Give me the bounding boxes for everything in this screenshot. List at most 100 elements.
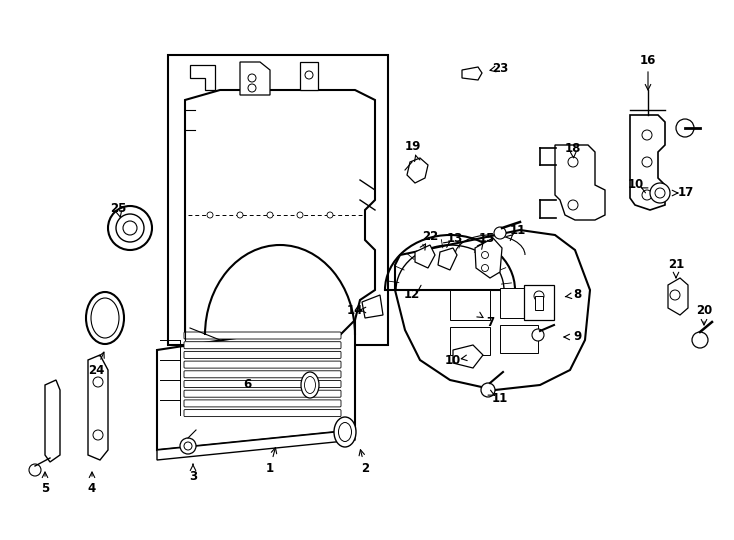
- Circle shape: [642, 190, 652, 200]
- Circle shape: [655, 188, 665, 198]
- Polygon shape: [453, 345, 483, 368]
- Bar: [524, 285, 554, 320]
- Text: 3: 3: [189, 469, 197, 483]
- Polygon shape: [240, 62, 270, 95]
- Polygon shape: [88, 355, 108, 460]
- Circle shape: [482, 252, 489, 259]
- Polygon shape: [190, 65, 215, 90]
- Circle shape: [123, 221, 137, 235]
- Ellipse shape: [334, 417, 356, 447]
- Circle shape: [642, 130, 652, 140]
- FancyBboxPatch shape: [184, 381, 341, 388]
- Polygon shape: [415, 245, 435, 268]
- Text: 19: 19: [405, 140, 421, 153]
- Text: 22: 22: [422, 231, 438, 244]
- Text: 10: 10: [445, 354, 461, 367]
- Circle shape: [207, 212, 213, 218]
- Circle shape: [184, 442, 192, 450]
- Circle shape: [29, 464, 41, 476]
- Circle shape: [642, 157, 652, 167]
- Text: 7: 7: [486, 315, 494, 328]
- Ellipse shape: [91, 298, 119, 338]
- Circle shape: [93, 430, 103, 440]
- Text: 17: 17: [678, 186, 694, 199]
- Text: 20: 20: [696, 303, 712, 316]
- Circle shape: [534, 291, 544, 301]
- Polygon shape: [362, 295, 383, 318]
- Text: 18: 18: [564, 141, 581, 154]
- Bar: [450, 290, 490, 320]
- Circle shape: [494, 227, 506, 239]
- Text: 21: 21: [668, 259, 684, 272]
- Text: 14: 14: [346, 303, 363, 316]
- Circle shape: [93, 377, 103, 387]
- Bar: [168, 55, 388, 345]
- Bar: [500, 288, 538, 318]
- Text: 1: 1: [266, 462, 274, 475]
- Text: 25: 25: [110, 201, 126, 214]
- Circle shape: [650, 183, 670, 203]
- Circle shape: [248, 84, 256, 92]
- Bar: [450, 327, 490, 355]
- Bar: [535, 296, 543, 310]
- Text: 23: 23: [492, 62, 508, 75]
- Polygon shape: [407, 158, 428, 183]
- Circle shape: [297, 212, 303, 218]
- Circle shape: [180, 438, 196, 454]
- Ellipse shape: [305, 376, 316, 394]
- Text: 13: 13: [447, 232, 463, 245]
- Text: 11: 11: [510, 224, 526, 237]
- FancyBboxPatch shape: [184, 400, 341, 407]
- Polygon shape: [630, 115, 665, 210]
- FancyBboxPatch shape: [184, 410, 341, 416]
- Circle shape: [327, 212, 333, 218]
- Polygon shape: [555, 145, 605, 220]
- Text: 24: 24: [88, 363, 104, 376]
- Circle shape: [568, 157, 578, 167]
- Text: 16: 16: [640, 53, 656, 66]
- Bar: [500, 325, 538, 353]
- Text: 5: 5: [41, 482, 49, 495]
- Polygon shape: [668, 278, 688, 315]
- Circle shape: [482, 265, 489, 272]
- Polygon shape: [300, 62, 318, 90]
- FancyBboxPatch shape: [184, 371, 341, 378]
- Polygon shape: [157, 320, 355, 450]
- Circle shape: [237, 212, 243, 218]
- Circle shape: [116, 214, 144, 242]
- FancyBboxPatch shape: [184, 342, 341, 349]
- Text: 11: 11: [492, 392, 508, 404]
- Text: 4: 4: [88, 482, 96, 495]
- Text: 2: 2: [361, 462, 369, 475]
- Text: 12: 12: [404, 288, 420, 301]
- FancyBboxPatch shape: [184, 352, 341, 359]
- Polygon shape: [45, 380, 60, 462]
- Text: 10: 10: [628, 179, 644, 192]
- Text: 15: 15: [479, 232, 495, 245]
- Polygon shape: [462, 67, 482, 80]
- Ellipse shape: [338, 422, 352, 442]
- Ellipse shape: [86, 292, 124, 344]
- Circle shape: [568, 200, 578, 210]
- Polygon shape: [475, 238, 502, 278]
- Text: 8: 8: [573, 288, 581, 301]
- Polygon shape: [185, 90, 375, 335]
- Circle shape: [267, 212, 273, 218]
- Ellipse shape: [301, 372, 319, 398]
- Circle shape: [108, 206, 152, 250]
- FancyBboxPatch shape: [184, 390, 341, 397]
- Circle shape: [481, 383, 495, 397]
- Polygon shape: [438, 248, 457, 270]
- Text: 9: 9: [573, 330, 581, 343]
- Polygon shape: [395, 230, 590, 390]
- Circle shape: [305, 71, 313, 79]
- Circle shape: [248, 74, 256, 82]
- Circle shape: [532, 329, 544, 341]
- Circle shape: [670, 290, 680, 300]
- FancyBboxPatch shape: [184, 361, 341, 368]
- Circle shape: [692, 332, 708, 348]
- Circle shape: [676, 119, 694, 137]
- Polygon shape: [157, 430, 355, 460]
- FancyBboxPatch shape: [184, 332, 341, 339]
- Text: 6: 6: [243, 379, 251, 392]
